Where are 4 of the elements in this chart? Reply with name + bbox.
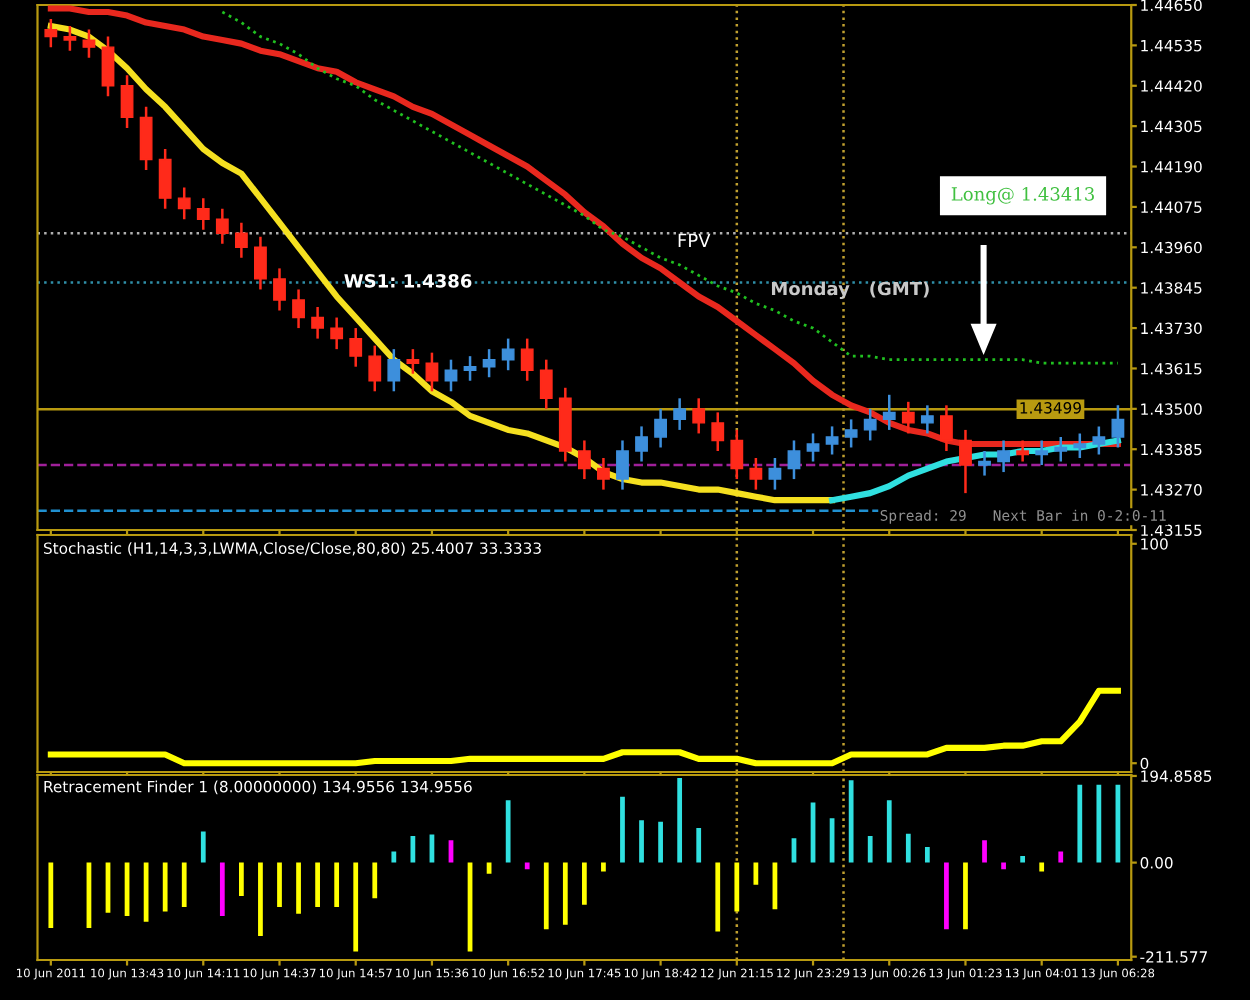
ref-line-label: FPV bbox=[678, 233, 711, 247]
annotation: Monday (GMT) bbox=[771, 281, 929, 299]
ref-line-label: WS1: 1.4386 bbox=[344, 274, 472, 288]
annotation: Long@ 1.43413 bbox=[951, 187, 1094, 205]
